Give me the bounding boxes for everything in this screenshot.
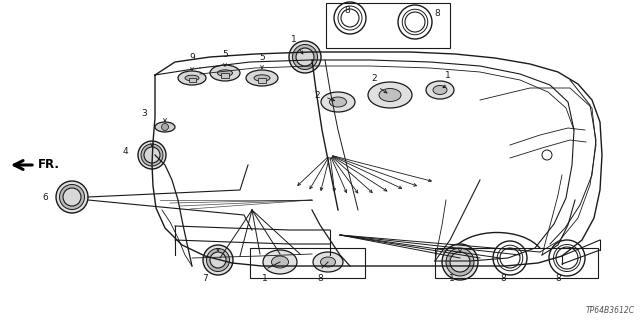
Circle shape <box>289 41 321 73</box>
Ellipse shape <box>246 70 278 86</box>
Text: 8: 8 <box>434 10 440 19</box>
Ellipse shape <box>433 85 447 94</box>
Circle shape <box>207 249 230 271</box>
Ellipse shape <box>210 65 240 81</box>
Text: 1: 1 <box>291 35 297 44</box>
Ellipse shape <box>330 97 346 107</box>
FancyBboxPatch shape <box>258 78 266 83</box>
Circle shape <box>60 185 84 210</box>
Circle shape <box>141 144 163 166</box>
Text: 6: 6 <box>42 193 48 202</box>
Text: 1: 1 <box>445 71 451 80</box>
Ellipse shape <box>155 122 175 132</box>
Text: 8: 8 <box>317 274 323 283</box>
Circle shape <box>161 124 168 131</box>
Circle shape <box>138 141 166 169</box>
Text: 3: 3 <box>141 109 147 118</box>
Circle shape <box>296 48 314 66</box>
Circle shape <box>292 44 317 69</box>
Ellipse shape <box>271 256 289 268</box>
Ellipse shape <box>185 75 199 81</box>
Text: 7: 7 <box>202 274 208 283</box>
Circle shape <box>63 188 81 206</box>
Circle shape <box>210 252 226 268</box>
Text: 2: 2 <box>314 91 320 100</box>
Circle shape <box>450 252 470 272</box>
Ellipse shape <box>426 81 454 99</box>
Text: 4: 4 <box>122 148 128 156</box>
Text: 1: 1 <box>449 274 455 283</box>
Ellipse shape <box>321 92 355 112</box>
Ellipse shape <box>379 89 401 101</box>
Circle shape <box>446 248 474 276</box>
Circle shape <box>203 245 233 275</box>
Circle shape <box>144 147 160 163</box>
Ellipse shape <box>368 82 412 108</box>
Text: 5: 5 <box>222 50 228 59</box>
Ellipse shape <box>178 71 206 85</box>
Ellipse shape <box>263 250 297 274</box>
Bar <box>326 3 450 48</box>
Text: 8: 8 <box>344 6 350 15</box>
Text: 8: 8 <box>555 274 561 283</box>
Ellipse shape <box>218 70 232 76</box>
FancyBboxPatch shape <box>221 73 228 78</box>
Text: TP64B3612C: TP64B3612C <box>586 306 635 315</box>
Text: 1: 1 <box>262 274 268 283</box>
Circle shape <box>442 244 478 280</box>
Text: FR.: FR. <box>38 158 60 172</box>
Ellipse shape <box>254 75 270 81</box>
Text: 9: 9 <box>189 53 195 62</box>
Text: 5: 5 <box>259 53 265 62</box>
Ellipse shape <box>313 252 343 272</box>
Text: 8: 8 <box>500 274 506 283</box>
Ellipse shape <box>321 257 335 267</box>
Bar <box>250 248 365 278</box>
FancyBboxPatch shape <box>189 78 195 82</box>
Circle shape <box>56 181 88 213</box>
Bar <box>435 248 598 278</box>
Text: 2: 2 <box>371 74 377 83</box>
